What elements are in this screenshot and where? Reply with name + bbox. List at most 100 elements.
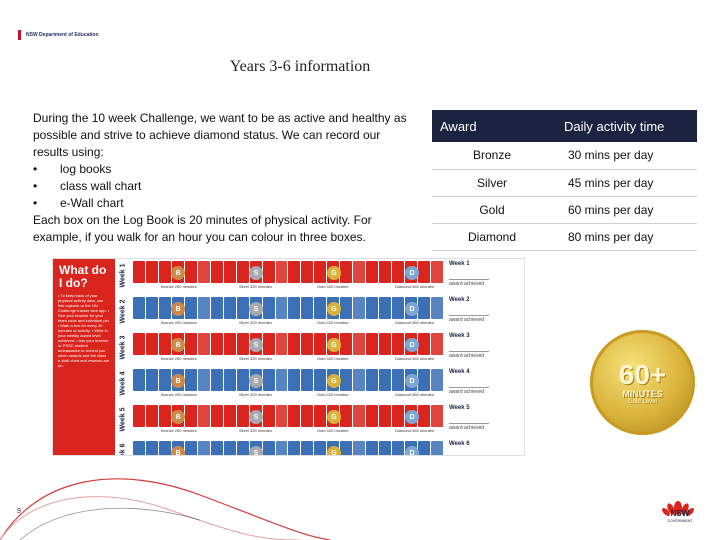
activity-box — [275, 441, 288, 455]
activity-box — [418, 441, 431, 455]
medal-label: Diamond 560 minutes — [395, 392, 434, 397]
medal-label: Silver 320 minutes — [239, 320, 272, 325]
activity-box — [366, 297, 379, 319]
medal-badge-icon: D — [405, 374, 419, 388]
activity-box — [392, 297, 405, 319]
activity-box — [236, 369, 249, 391]
activity-box — [301, 297, 314, 319]
activity-box — [223, 369, 236, 391]
week-side-label: Week 4 — [115, 365, 131, 401]
activity-box — [184, 369, 197, 391]
medal-badge-icon: S — [249, 338, 263, 352]
activity-box — [262, 333, 275, 355]
bullet-symbol: • — [33, 162, 38, 176]
activity-box — [353, 405, 366, 427]
medal-labels-row: Bronze 200 minutes Silver 320 minutes Gold… — [133, 284, 443, 292]
activity-box — [366, 441, 379, 455]
week-side-label: Week 1 — [115, 259, 131, 293]
activity-box — [392, 441, 405, 455]
intro-paragraph: During the 10 week Challenge, we want to… — [33, 111, 407, 159]
activity-box — [301, 369, 314, 391]
medal-level: Gold Level — [628, 398, 657, 405]
bullet-symbol: • — [33, 179, 38, 193]
activity-box — [314, 369, 327, 391]
activity-box — [145, 369, 158, 391]
activity-box — [275, 369, 288, 391]
medal-label: Gold 420 minutes — [317, 284, 349, 289]
medal-label: Bronze 200 minutes — [161, 428, 197, 433]
award-cell: Silver — [432, 169, 552, 197]
award-achieved-tag: award achieved — [449, 351, 489, 359]
week-tag-panel: Week 2 award achieved — [445, 295, 524, 329]
time-cell: 60 mins per day — [552, 196, 697, 224]
week-tag-panel: Week 3 award achieved — [445, 331, 524, 365]
activity-box — [184, 441, 197, 455]
activity-box — [133, 369, 145, 391]
activity-box — [288, 405, 301, 427]
activity-box — [366, 333, 379, 355]
activity-box — [133, 297, 145, 319]
activity-box — [392, 369, 405, 391]
medal-label: Bronze 200 minutes — [161, 284, 197, 289]
activity-box — [418, 333, 431, 355]
bullet-item: • log books — [33, 161, 413, 178]
activity-box — [353, 261, 366, 283]
bullet-symbol: • — [33, 196, 38, 210]
activity-box — [379, 261, 392, 283]
medal-badge-icon: G — [327, 338, 341, 352]
medal-label: Silver 320 minutes — [239, 392, 272, 397]
medal-badge-icon: S — [249, 266, 263, 280]
activity-box — [418, 369, 431, 391]
bullet-item: • e-Wall chart — [33, 195, 413, 212]
medal-unit: MINUTES — [622, 388, 663, 399]
activity-box — [379, 333, 392, 355]
award-cell: Diamond — [432, 223, 552, 251]
activity-box — [262, 261, 275, 283]
week-side-label: Week 6 — [115, 437, 131, 455]
activity-box — [197, 261, 210, 283]
decorative-swirl — [0, 478, 330, 540]
activity-box — [236, 405, 249, 427]
week-tag-panel: Week 5 award achieved — [445, 403, 524, 437]
week-side-label: Week 5 — [115, 401, 131, 437]
activity-box — [288, 297, 301, 319]
activity-box — [236, 333, 249, 355]
activity-box — [145, 333, 158, 355]
bullet-text: class wall chart — [60, 179, 142, 193]
award-table: Award Daily activity time Bronze 30 mins… — [432, 110, 697, 251]
activity-box — [133, 261, 145, 283]
medal-labels-row: Bronze 200 minutes Silver 320 minutes Gold… — [133, 356, 443, 364]
week-tag: Week 6 — [449, 441, 470, 447]
medal-badge-icon: S — [249, 410, 263, 424]
activity-box — [210, 405, 223, 427]
medal-badge-icon: G — [327, 302, 341, 316]
week-tag: Week 4 — [449, 369, 470, 375]
activity-box — [158, 297, 171, 319]
activity-box — [223, 333, 236, 355]
medal-badge-icon: B — [171, 446, 185, 455]
activity-box — [379, 441, 392, 455]
activity-box — [145, 297, 158, 319]
activity-box — [184, 405, 197, 427]
activity-box — [301, 333, 314, 355]
medal-badge-icon: B — [171, 302, 185, 316]
activity-box — [392, 261, 405, 283]
activity-box — [301, 441, 314, 455]
week-side-label-text: Week 1 — [119, 263, 127, 287]
medal-badge-icon: G — [327, 446, 341, 455]
activity-box — [366, 261, 379, 283]
activity-box — [275, 405, 288, 427]
week-tag-panel: Week 1 award achieved — [445, 259, 524, 293]
medal-badge-icon: G — [327, 410, 341, 424]
medal-badge-icon: G — [327, 374, 341, 388]
medal-badge-icon: D — [405, 410, 419, 424]
activity-box — [340, 333, 353, 355]
medal-label: Gold 420 minutes — [317, 428, 349, 433]
medal-badge-icon: D — [405, 266, 419, 280]
medal-badge-icon: S — [249, 446, 263, 455]
activity-box — [379, 405, 392, 427]
activity-box — [158, 441, 171, 455]
outro-paragraph: Each box on the Log Book is 20 minutes o… — [33, 213, 372, 244]
medal-badge-icon: S — [249, 374, 263, 388]
gold-level-medal: 60+ MINUTES Gold Level — [590, 330, 695, 435]
